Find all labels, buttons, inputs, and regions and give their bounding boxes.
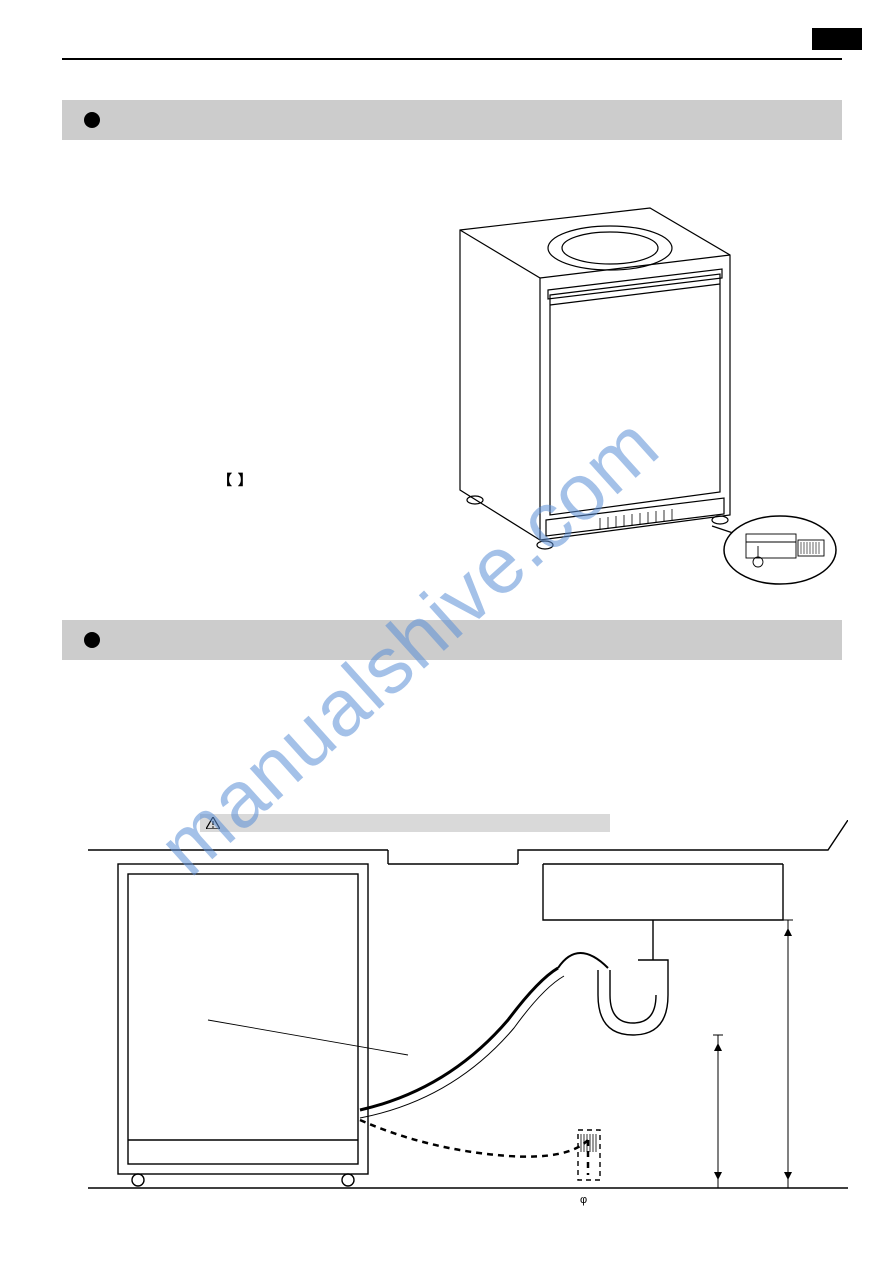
section-bar-1 xyxy=(62,100,842,140)
drain-hose-diagram xyxy=(88,820,848,1200)
page-number-tab xyxy=(812,28,862,50)
header-rule xyxy=(62,58,842,60)
bullet-icon xyxy=(84,112,100,128)
section-bar-2 xyxy=(62,620,842,660)
phi-label: φ xyxy=(580,1194,587,1206)
dishwasher-foot-illustration xyxy=(420,190,840,585)
bullet-icon xyxy=(84,632,100,648)
figure-5-reference: 【 】 xyxy=(218,470,253,490)
